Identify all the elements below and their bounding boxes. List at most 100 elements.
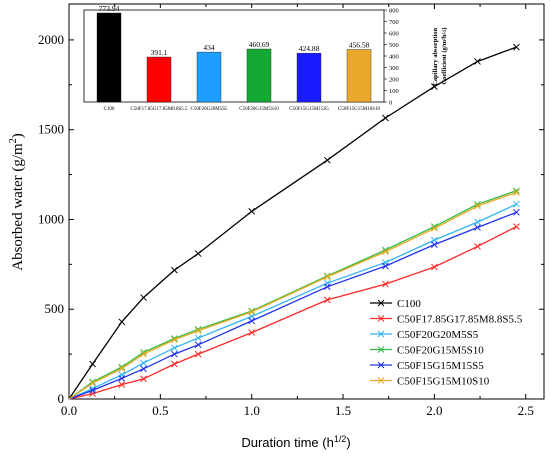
x-tick-label: 2.0 (426, 403, 442, 418)
series-0 (68, 43, 520, 400)
data-point (118, 365, 126, 372)
inset-value-label: 434 (203, 43, 215, 52)
inset-bar (196, 51, 222, 103)
data-point (194, 334, 202, 342)
data-point (194, 350, 202, 358)
x-tick-label: 0.0 (61, 403, 77, 418)
series-1 (68, 223, 520, 400)
series-line (68, 203, 517, 400)
legend-item: C50F15G15M15S5 (370, 360, 484, 372)
data-point (171, 350, 178, 358)
data-point (474, 224, 481, 231)
data-point (431, 225, 438, 232)
x-axis-title: Duration time (h1/2) (241, 434, 350, 450)
y-tick-label: 0 (58, 391, 65, 406)
inset-category-label: C50F20G15M5S10 (239, 107, 279, 112)
series-line (68, 190, 517, 400)
data-point (171, 360, 178, 368)
data-point (513, 43, 520, 51)
data-point (194, 341, 202, 349)
main-plot-frame (68, 3, 545, 400)
inset-y-axis-title: Capillary absorption Coefficient (g/m²h½… (432, 26, 448, 86)
legend-marker (377, 361, 385, 369)
inset-y-tick-label: 300 (389, 65, 399, 72)
legend-label: C50F17.85G17.85M8.8S5.5 (397, 314, 523, 326)
inset-y-tick-label: 0 (389, 100, 392, 107)
legend-item: C50F17.85G17.85M8.8S5.5 (370, 314, 523, 326)
data-point (323, 296, 331, 304)
inset-y-tick-label: 100 (389, 88, 399, 95)
inset-bar (146, 56, 172, 103)
legend-label: C100 (397, 298, 421, 310)
inset-category-label: C100 (104, 107, 115, 112)
data-point (474, 243, 481, 250)
data-point (323, 273, 331, 281)
inset-category-label: C50F20G20M5S5 (191, 107, 228, 112)
inset-bar (346, 49, 372, 103)
series-line (68, 46, 517, 400)
legend-marker (377, 299, 385, 307)
legend-marker (377, 377, 385, 384)
data-point (171, 336, 178, 344)
inset-y-tick-label: 600 (389, 31, 399, 38)
inset-category-label: C50F17.85G17.85M8.8S5.5 (131, 107, 188, 112)
data-point (89, 387, 96, 394)
data-point (140, 350, 147, 358)
data-point (248, 208, 256, 215)
data-point (140, 348, 147, 356)
series-line (68, 191, 517, 400)
data-point (382, 114, 389, 122)
inset-value-label: 456.58 (349, 40, 370, 49)
data-point (140, 294, 147, 301)
inset-y-tick-label: 200 (389, 77, 399, 84)
x-tick-label: 2.5 (518, 403, 534, 418)
data-point (194, 327, 202, 335)
data-point (323, 156, 331, 164)
data-point (431, 241, 438, 248)
legend-item: C50F20G15M5S10 (370, 345, 484, 357)
legend-label: C50F15G15M10S10 (397, 376, 490, 388)
series-line (68, 226, 517, 400)
inset-y-tick-label: 800 (389, 8, 399, 15)
data-point (382, 262, 389, 270)
inset-value-label: 773.94 (99, 4, 120, 13)
x-tick-label: 0.5 (152, 403, 168, 418)
data-point (474, 202, 481, 210)
inset-background (76, 8, 382, 101)
series-5 (68, 189, 520, 400)
legend-marker (377, 315, 385, 322)
legend-item: C50F20G20M5S5 (370, 329, 479, 341)
data-point (431, 83, 438, 90)
data-point (382, 280, 389, 288)
data-point (248, 317, 256, 325)
data-point (513, 223, 520, 230)
data-point (171, 266, 178, 274)
inset-value-label: 391.1 (151, 48, 168, 57)
data-point (382, 248, 389, 256)
y-tick-label: 500 (45, 301, 65, 316)
data-point (89, 360, 96, 368)
legend-marker (377, 346, 385, 353)
data-point (431, 263, 438, 271)
legend-label: C50F20G20M5S5 (397, 329, 479, 341)
data-point (140, 375, 147, 383)
y-tick-label: 1000 (38, 211, 64, 226)
series-line (68, 211, 517, 400)
data-point (140, 359, 147, 367)
inset-bar (96, 12, 122, 103)
inset-category-label: C50F15G15M10S10 (338, 107, 380, 112)
legend-label: C50F15G15M15S5 (397, 360, 484, 372)
inset-value-label: 424.88 (299, 44, 320, 53)
x-tick-label: 1.0 (244, 403, 260, 418)
inset-bar (246, 48, 272, 103)
data-point (474, 200, 481, 208)
data-point (474, 58, 481, 65)
data-point (513, 189, 520, 196)
inset-y-tick-label: 400 (389, 54, 399, 61)
data-point (89, 379, 96, 387)
data-point (171, 344, 178, 352)
inset-y-tick-label: 500 (389, 42, 399, 49)
y-axis-title: Absorbed water (g/m2) (8, 133, 26, 270)
data-point (194, 250, 202, 257)
